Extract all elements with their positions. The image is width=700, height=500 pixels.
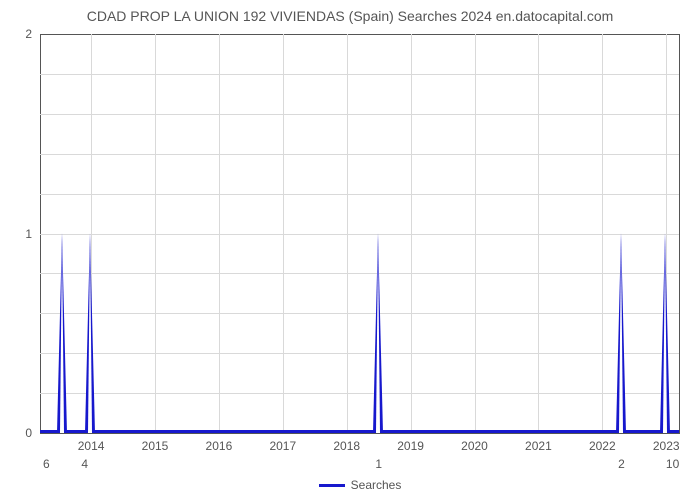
series-data-label: 10 [666, 457, 679, 471]
x-tick-label: 2018 [333, 433, 360, 453]
gridline-horizontal-minor [40, 114, 679, 115]
series-data-label: 6 [43, 457, 50, 471]
series-data-label: 2 [618, 457, 625, 471]
x-tick-label: 2021 [525, 433, 552, 453]
gridline-vertical [475, 34, 476, 433]
series-spike-hollow [88, 240, 92, 433]
x-tick-label: 2014 [78, 433, 105, 453]
gridline-vertical [283, 34, 284, 433]
x-tick-label: 2016 [206, 433, 233, 453]
series-spike-hollow [663, 240, 667, 433]
series-spike-hollow [619, 240, 623, 433]
y-tick-label: 1 [25, 227, 40, 241]
gridline-vertical [155, 34, 156, 433]
legend-swatch [319, 484, 345, 487]
x-tick-label: 2020 [461, 433, 488, 453]
x-tick-label: 2023 [653, 433, 680, 453]
gridline-vertical [219, 34, 220, 433]
gridline-vertical [347, 34, 348, 433]
series-spike-hollow [60, 240, 64, 433]
x-tick-label: 2019 [397, 433, 424, 453]
gridline-horizontal-minor [40, 194, 679, 195]
series-data-label: 1 [375, 457, 382, 471]
chart-title: CDAD PROP LA UNION 192 VIVIENDAS (Spain)… [0, 8, 700, 24]
y-tick-label: 2 [25, 27, 40, 41]
chart-container: CDAD PROP LA UNION 192 VIVIENDAS (Spain)… [0, 0, 700, 500]
x-tick-label: 2022 [589, 433, 616, 453]
x-tick-label: 2017 [269, 433, 296, 453]
gridline-vertical [602, 34, 603, 433]
gridline-horizontal-minor [40, 313, 679, 314]
x-tick-label: 2015 [142, 433, 169, 453]
gridline-vertical [411, 34, 412, 433]
gridline-horizontal-minor [40, 393, 679, 394]
gridline-horizontal-minor [40, 273, 679, 274]
gridline-horizontal-minor [40, 353, 679, 354]
series-data-label: 4 [81, 457, 88, 471]
plot-area: 0122014201520162017201820192020202120222… [40, 34, 680, 434]
gridline-horizontal-minor [40, 154, 679, 155]
series-baseline [40, 430, 679, 433]
legend: Searches [40, 477, 680, 492]
gridline-vertical [538, 34, 539, 433]
series-spike-hollow [376, 240, 380, 433]
plot-border-top [40, 34, 679, 35]
gridline-horizontal-minor [40, 74, 679, 75]
gridline-horizontal [40, 234, 679, 235]
legend-label: Searches [351, 478, 402, 492]
y-tick-label: 0 [25, 426, 40, 440]
